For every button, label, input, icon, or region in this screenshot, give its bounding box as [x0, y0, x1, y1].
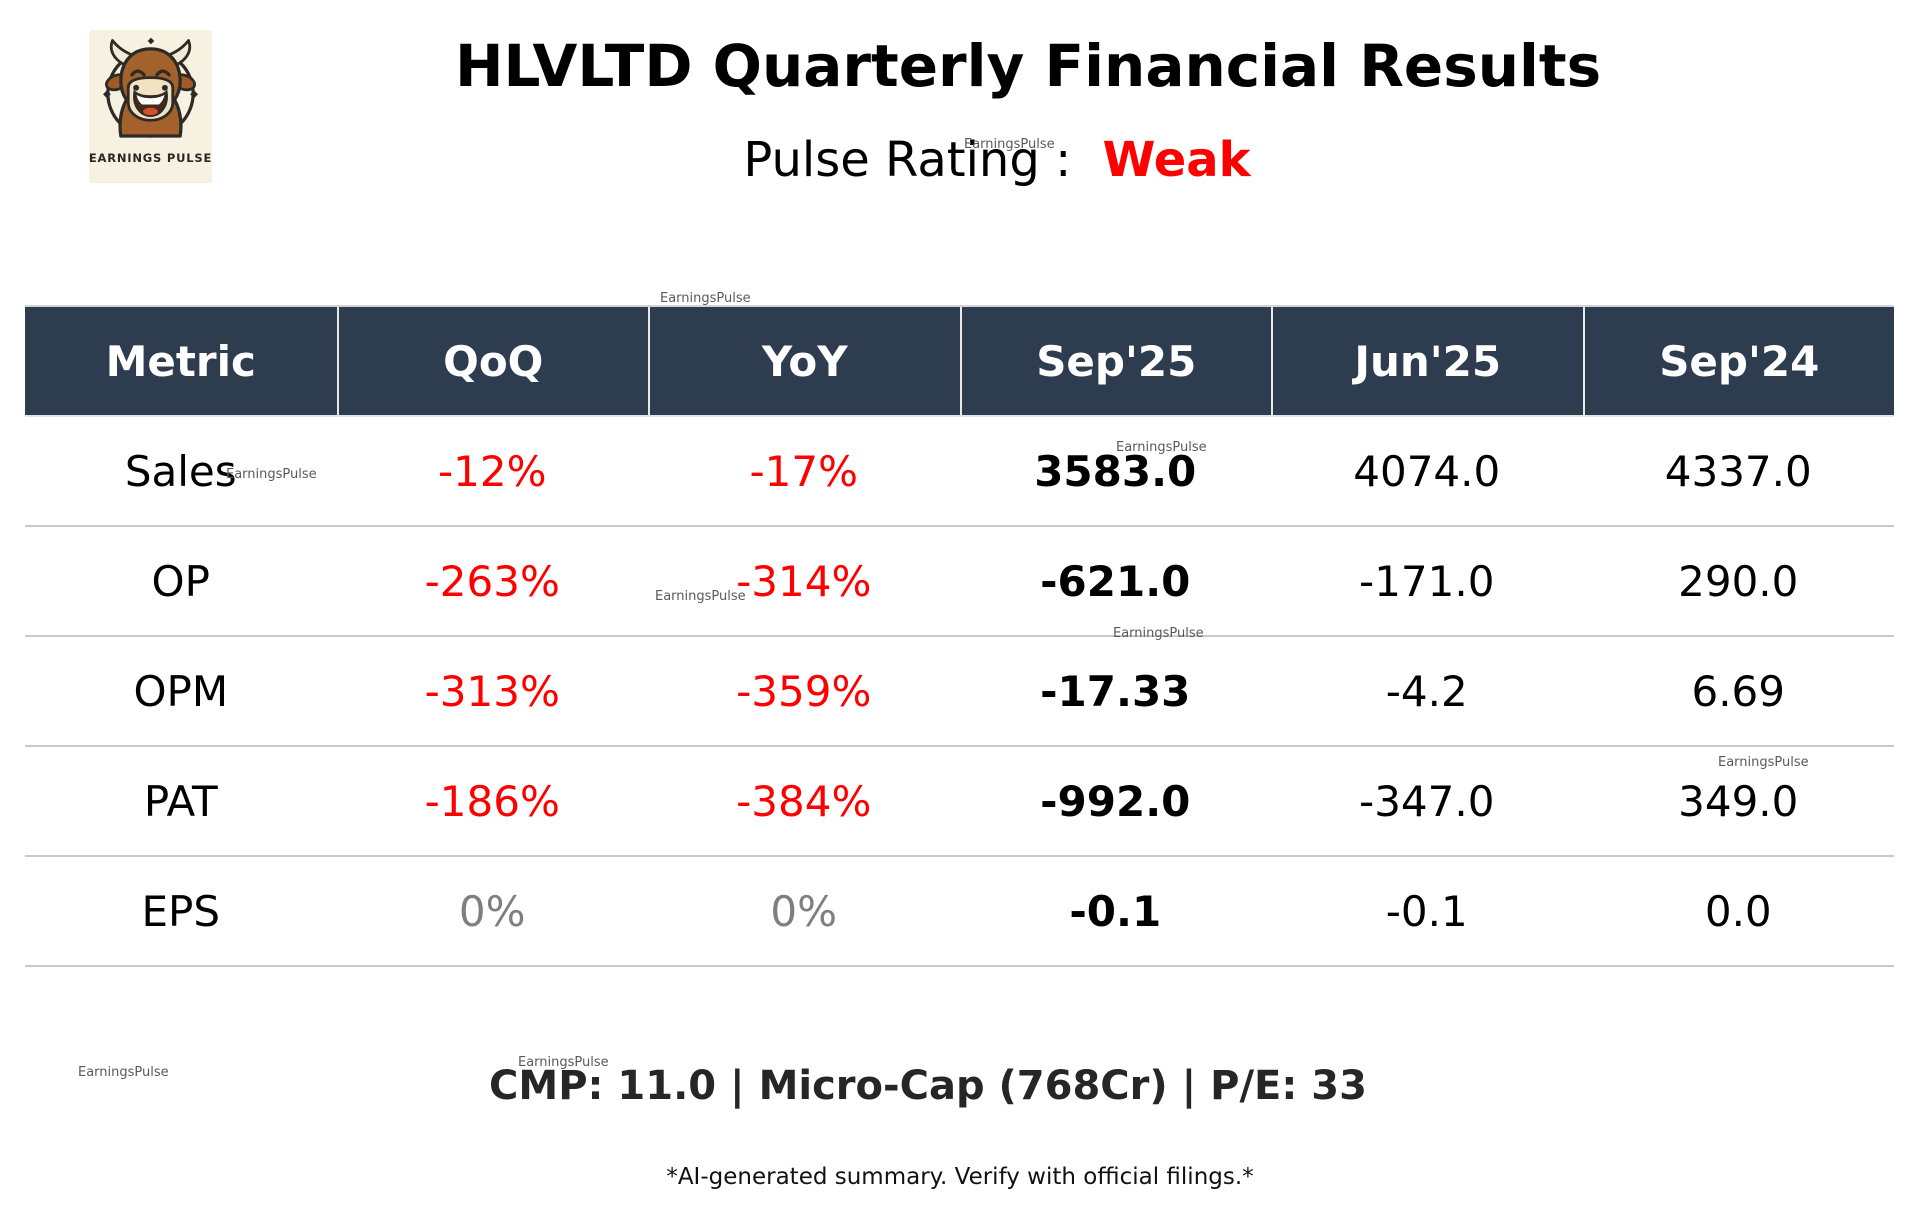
- watermark: EarningsPulse: [1116, 440, 1207, 455]
- sep24-value: 0.0: [1704, 886, 1772, 936]
- yoy-value: -359%: [736, 666, 872, 716]
- jun25-value: -4.2: [1385, 666, 1468, 716]
- logo-wordmark: EARNINGS PULSE: [88, 151, 213, 165]
- sep25-value: -17.33: [1040, 666, 1191, 716]
- table-row-sales: Sales -12% -17% 3583.0 4074.0 4337.0: [25, 417, 1894, 527]
- sep25-value: -992.0: [1040, 776, 1191, 826]
- yoy-value: -17%: [749, 446, 858, 496]
- qoq-value: -313%: [424, 666, 560, 716]
- page-title: HLVLTD Quarterly Financial Results: [455, 32, 1602, 100]
- watermark: EarningsPulse: [226, 467, 317, 482]
- column-header-metric: Metric: [105, 336, 256, 386]
- table-row-pat: PAT -186% -384% -992.0 -347.0 349.0: [25, 747, 1894, 857]
- pulse-rating-line: Pulse Rating : Weak: [397, 128, 1597, 192]
- ai-disclaimer: *AI-generated summary. Verify with offic…: [666, 1164, 1254, 1190]
- rating-label: Pulse Rating :: [743, 132, 1072, 188]
- watermark: EarningsPulse: [1113, 626, 1204, 641]
- watermark: EarningsPulse: [660, 291, 751, 306]
- qoq-value: 0%: [458, 886, 526, 936]
- bull-logo-icon: [102, 37, 199, 138]
- watermark: EarningsPulse: [78, 1065, 169, 1080]
- watermark: EarningsPulse: [655, 589, 746, 604]
- jun25-value: -171.0: [1359, 556, 1495, 606]
- metric-label: OP: [151, 556, 210, 606]
- table-row-op: OP -263% -314% -621.0 -171.0 290.0: [25, 527, 1894, 637]
- earnings-pulse-logo: EARNINGS PULSE: [89, 30, 212, 183]
- watermark: EarningsPulse: [964, 137, 1055, 152]
- sep25-value: -0.1: [1069, 886, 1162, 936]
- column-header-qoq: QoQ: [336, 307, 649, 415]
- qoq-value: -186%: [424, 776, 560, 826]
- sep24-value: 4337.0: [1664, 446, 1812, 496]
- yoy-value: 0%: [770, 886, 838, 936]
- metric-label: EPS: [141, 886, 221, 936]
- sep24-value: 290.0: [1678, 556, 1799, 606]
- yoy-value: -314%: [736, 556, 872, 606]
- jun25-value: 4074.0: [1353, 446, 1501, 496]
- column-header-jun25: Jun'25: [1271, 307, 1583, 415]
- metric-label: Sales: [124, 446, 237, 496]
- sep25-value: -621.0: [1040, 556, 1191, 606]
- yoy-value: -384%: [736, 776, 872, 826]
- watermark: EarningsPulse: [1718, 755, 1809, 770]
- sep25-value: 3583.0: [1034, 446, 1197, 496]
- table-row-opm: OPM -313% -359% -17.33 -4.2 6.69: [25, 637, 1894, 747]
- column-header-yoy: YoY: [648, 307, 960, 415]
- sep24-value: 6.69: [1691, 666, 1785, 716]
- table-row-eps: EPS 0% 0% -0.1 -0.1 0.0: [25, 857, 1894, 967]
- table-header-row: Metric QoQ YoY Sep'25 Jun'25 Sep'24: [25, 305, 1894, 417]
- column-header-sep24: Sep'24: [1582, 307, 1895, 415]
- column-header-sep25: Sep'25: [959, 307, 1272, 415]
- watermark: EarningsPulse: [518, 1055, 609, 1070]
- metric-label: PAT: [143, 776, 218, 826]
- cmp-summary-line: CMP: 11.0 | Micro-Cap (768Cr) | P/E: 33: [489, 1063, 1367, 1109]
- jun25-value: -0.1: [1385, 886, 1468, 936]
- qoq-value: -12%: [437, 446, 547, 496]
- qoq-value: -263%: [424, 556, 560, 606]
- jun25-value: -347.0: [1359, 776, 1495, 826]
- results-table: Metric QoQ YoY Sep'25 Jun'25 Sep'24 Sale…: [25, 305, 1894, 967]
- sep24-value: 349.0: [1678, 776, 1799, 826]
- metric-label: OPM: [133, 666, 229, 716]
- rating-value: Weak: [1102, 132, 1251, 188]
